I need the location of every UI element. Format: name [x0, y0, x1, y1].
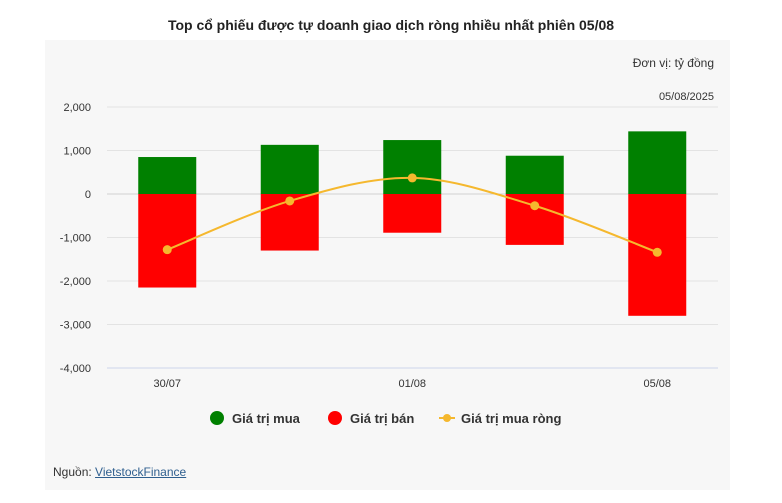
x-tick-label: 01/08 [398, 378, 426, 390]
x-tick-label: 30/07 [153, 378, 181, 390]
net-point [162, 245, 172, 255]
y-tick-label: -1,000 [60, 233, 91, 245]
legend-marker [210, 411, 224, 425]
buy-bar [628, 131, 687, 194]
y-tick-label: -2,000 [60, 276, 91, 288]
y-tick-label: 1,000 [63, 146, 91, 158]
unit-label: Đơn vị: tỷ đồng [633, 56, 714, 70]
chart-title: Top cổ phiếu được tự doanh giao dịch ròn… [167, 17, 615, 33]
x-tick-label: 05/08 [643, 378, 671, 390]
chart-svg: Đơn vị: tỷ đồng 05/08/2025 2,000 1,000 0 -1,0… [60, 56, 718, 426]
y-tick-label: -4,000 [60, 363, 91, 375]
y-tick-label: 0 [85, 189, 91, 201]
buy-bar [138, 157, 197, 194]
legend-label: Giá trị mua ròng [461, 411, 561, 426]
net-point [285, 196, 295, 206]
source-note: Nguồn: VietstockFinance [53, 465, 186, 479]
net-point [407, 173, 417, 183]
source-prefix: Nguồn: [53, 465, 96, 479]
net-point [652, 247, 662, 257]
legend-label: Giá trị bán [350, 411, 414, 426]
buy-bar [505, 155, 564, 194]
chart-panel: Đơn vị: tỷ đồng 05/08/2025 2,000 1,000 0 -1,0… [45, 40, 730, 490]
sell-bar [383, 194, 442, 233]
net-point [530, 201, 540, 211]
legend-label: Giá trị mua [232, 411, 301, 426]
y-tick-label: 2,000 [63, 102, 91, 114]
buy-bar [383, 140, 442, 194]
date-label: 05/08/2025 [659, 91, 714, 103]
source-link[interactable]: VietstockFinance [95, 465, 187, 479]
legend-marker [328, 411, 342, 425]
y-tick-label: -3,000 [60, 320, 91, 332]
buy-bar [260, 144, 319, 194]
legend-marker [443, 414, 451, 422]
